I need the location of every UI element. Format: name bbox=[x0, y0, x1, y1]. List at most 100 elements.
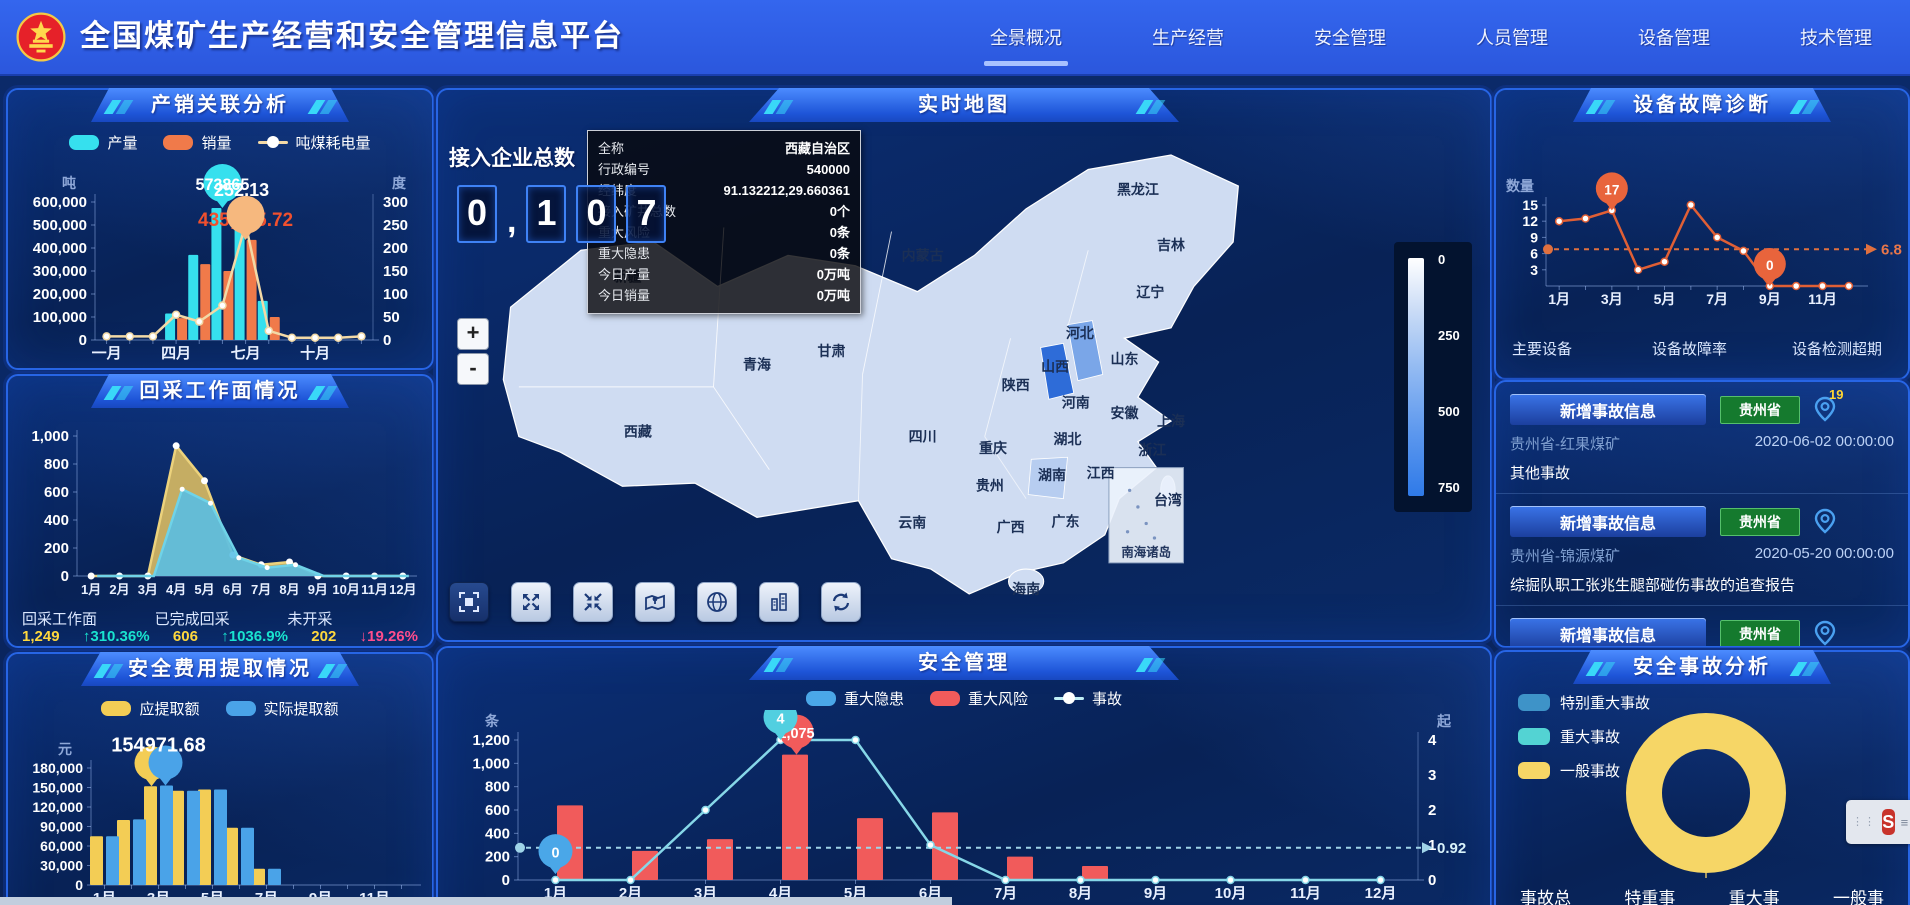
enterprise-total-label: 接入企业总数 bbox=[449, 147, 575, 170]
y-axis-tick: 150,000 bbox=[32, 780, 83, 796]
province-highlight[interactable] bbox=[1027, 456, 1068, 500]
refresh-icon[interactable] bbox=[821, 582, 861, 622]
line-dot bbox=[218, 301, 227, 310]
location-pin-icon[interactable]: 19 bbox=[1814, 387, 1843, 424]
x-axis-label: 七月 bbox=[231, 345, 261, 362]
average-line-label: 0.92 bbox=[1437, 840, 1466, 857]
tooltip-row: 今日产量 0万吨 bbox=[598, 264, 850, 285]
screenshot-tool-widget[interactable]: ⋮⋮ S ≡ ▲▼ bbox=[1846, 800, 1910, 844]
province-highlight-hebei[interactable] bbox=[1067, 320, 1104, 382]
legend-swatch-icon bbox=[1518, 694, 1550, 711]
x-axis-label: 4月 bbox=[166, 582, 186, 597]
new-accident-button[interactable]: 新增事故信息 bbox=[1510, 394, 1706, 425]
nav-item-5[interactable]: 设备管理 bbox=[1638, 28, 1710, 48]
legend-item[interactable]: 一般事故 bbox=[1518, 760, 1650, 781]
hainan-island[interactable] bbox=[1007, 568, 1045, 595]
globe-icon[interactable] bbox=[697, 582, 737, 622]
stat-label: 回采工作面 bbox=[22, 611, 98, 628]
province-badge[interactable]: 贵州省 bbox=[1720, 619, 1800, 646]
legend-item[interactable]: 重大风险 bbox=[929, 688, 1028, 709]
province-label-山东: 山东 bbox=[1110, 351, 1138, 367]
legend-item[interactable]: 事故 bbox=[1054, 688, 1122, 709]
province-label-海南: 海南 bbox=[1012, 581, 1040, 597]
nav-item-3[interactable]: 安全管理 bbox=[1314, 28, 1386, 48]
scale-tick-label: 750 bbox=[1438, 480, 1460, 495]
buildings-icon[interactable] bbox=[759, 582, 799, 622]
line-dot bbox=[1581, 214, 1590, 223]
panel-equipment-diagnosis: 设备故障诊断 15 12 9 6 3 数量 1月 3月 5月 7月 9月 11月 6.8 17 0 主要设备… bbox=[1494, 88, 1910, 397]
line-dot bbox=[551, 875, 560, 885]
nav-item-1[interactable]: 全景概况 bbox=[984, 18, 1068, 66]
map-pin-icon[interactable] bbox=[635, 582, 675, 622]
bar-应提取额 bbox=[144, 786, 157, 885]
bar-应提取额 bbox=[171, 790, 184, 885]
legend-item[interactable]: 应提取额 bbox=[101, 698, 200, 719]
location-pin-icon[interactable] bbox=[1814, 508, 1838, 536]
new-accident-button[interactable]: 新增事故信息 bbox=[1510, 618, 1706, 646]
stat-label: 已完成回采 bbox=[154, 611, 230, 628]
y-axis-tick: 800 bbox=[485, 779, 510, 796]
x-axis-label: 3月 bbox=[1601, 291, 1623, 307]
line-dot bbox=[701, 805, 710, 815]
province-label-辽宁: 辽宁 bbox=[1136, 284, 1164, 300]
zoom-in-button[interactable]: + bbox=[457, 318, 489, 350]
new-accident-button[interactable]: 新增事故信息 bbox=[1510, 506, 1706, 537]
expand-icon[interactable] bbox=[511, 582, 551, 622]
y-axis-tick: 400 bbox=[485, 825, 510, 842]
tooltip-key: 全称 bbox=[598, 141, 625, 156]
line-dot bbox=[1001, 875, 1010, 885]
legend-swatch-icon bbox=[101, 701, 132, 716]
widget-menu-icon[interactable]: ≡ bbox=[1900, 814, 1909, 830]
province-highlight-shanxi[interactable] bbox=[1040, 342, 1075, 400]
legend-swatch-icon bbox=[163, 135, 194, 150]
province-label-重庆: 重庆 bbox=[979, 440, 1007, 456]
location-pin-icon[interactable] bbox=[1814, 620, 1838, 647]
legend-item[interactable]: 重大事故 bbox=[1518, 726, 1650, 747]
legend-item[interactable]: 销量 bbox=[163, 132, 232, 153]
collapse-icon[interactable] bbox=[573, 582, 613, 622]
panel-mining-face: 回采工作面情况 1,000 800 600 400 200 0 1月 2月 3月 4月 5月 6月 7月… bbox=[6, 374, 434, 648]
line-dot bbox=[195, 317, 204, 326]
panel-production-sales: 产销关联分析 产量 销量 吨煤耗电量 600,000 500,000 400,000 30… bbox=[6, 88, 434, 370]
bar-实际提取额 bbox=[187, 790, 200, 885]
province-badge[interactable]: 贵州省 bbox=[1720, 507, 1800, 536]
bar-应提取额 bbox=[252, 868, 265, 885]
drag-handle-icon[interactable]: ⋮⋮ bbox=[1852, 816, 1876, 828]
legend-item[interactable]: 产量 bbox=[69, 132, 137, 153]
fit-screen-icon[interactable] bbox=[449, 582, 489, 622]
legend-item[interactable]: 吨煤耗电量 bbox=[257, 132, 371, 153]
province-badge[interactable]: 贵州省 bbox=[1720, 395, 1800, 424]
x-axis-label: 十月 bbox=[300, 344, 330, 362]
donut-segment-一般事故[interactable] bbox=[1626, 713, 1786, 873]
y-axis-tick: 400 bbox=[44, 512, 69, 529]
zoom-out-button[interactable]: - bbox=[457, 353, 489, 385]
tooltip-value: 西藏自治区 bbox=[784, 141, 850, 156]
y-axis-unit: 起 bbox=[1436, 713, 1452, 729]
nav-item-2[interactable]: 生产经营 bbox=[1152, 28, 1224, 48]
legend-item[interactable]: 重大隐患 bbox=[805, 688, 904, 709]
nav-item-6[interactable]: 技术管理 bbox=[1800, 28, 1872, 48]
tooltip-key: 今日产量 bbox=[598, 267, 651, 282]
legend-item[interactable]: 实际提取额 bbox=[225, 698, 339, 719]
accident-description[interactable]: 其他事故 bbox=[1510, 465, 1571, 482]
marker-pin-icon bbox=[1595, 172, 1628, 205]
production-sales-chart: 600,000 500,000 400,000 300,000 200,000 100,0… bbox=[33, 164, 408, 362]
legend-item[interactable]: 特别重大事故 bbox=[1518, 692, 1650, 713]
line-dot bbox=[1686, 200, 1696, 210]
mining-stats-labels: 回采工作面 已完成回采 未开采 bbox=[22, 608, 418, 629]
panel-title: 设备故障诊断 bbox=[1573, 88, 1831, 122]
province-label-陕西: 陕西 bbox=[1002, 377, 1030, 393]
province-label-甘肃: 甘肃 bbox=[818, 343, 846, 359]
s-logo-icon: S bbox=[1882, 809, 1895, 835]
map-zoom-control: + - bbox=[457, 318, 489, 385]
line-事故 bbox=[555, 738, 1381, 882]
line-dot bbox=[1739, 246, 1748, 256]
accident-source: 贵州省-红果煤矿 bbox=[1510, 436, 1620, 453]
province-label-上海: 上海 bbox=[1157, 413, 1185, 429]
province-label-内蒙古: 内蒙古 bbox=[902, 248, 944, 264]
china-map[interactable]: 南海诸岛新疆西藏青海甘肃内蒙古黑龙江吉林辽宁河北山西山东陕西河南安徽上海湖北四川… bbox=[446, 126, 1482, 626]
nav-item-4[interactable]: 人员管理 bbox=[1476, 28, 1548, 48]
accident-description[interactable]: 综掘队职工张兆生腿部碰伤事故的追查报告 bbox=[1510, 577, 1796, 594]
bar-应提取额 bbox=[225, 827, 238, 885]
province-label-山西: 山西 bbox=[1041, 358, 1069, 374]
